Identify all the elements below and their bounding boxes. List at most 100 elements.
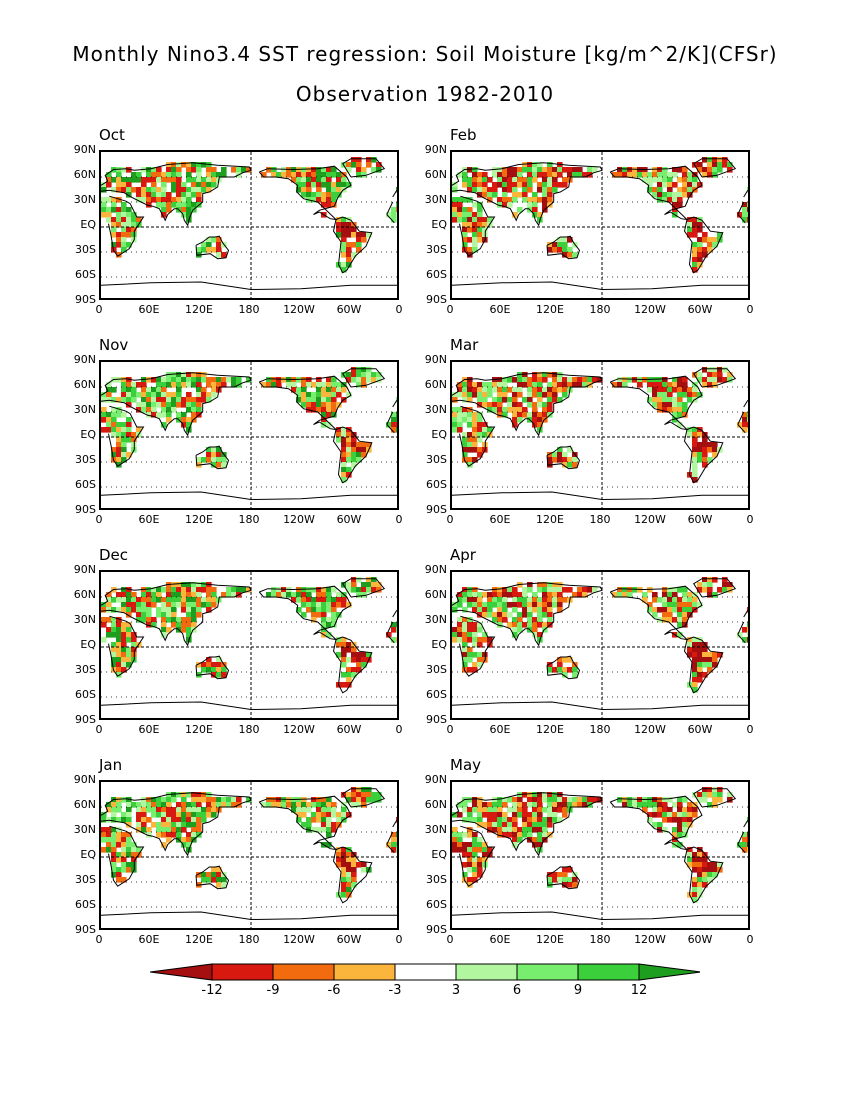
field-cell xyxy=(121,647,127,653)
field-cell xyxy=(452,837,458,843)
field-cell xyxy=(467,197,473,203)
field-cell xyxy=(517,382,523,388)
field-cell xyxy=(206,242,212,248)
field-cell xyxy=(331,187,337,193)
field-cell xyxy=(712,662,718,668)
field-cell xyxy=(487,812,493,818)
field-cell xyxy=(201,667,207,673)
field-cell xyxy=(196,457,202,463)
field-cell xyxy=(116,632,122,638)
field-cell xyxy=(341,252,347,258)
lat-tick-label: 90N xyxy=(424,143,447,156)
field-cell xyxy=(457,847,463,853)
field-cell xyxy=(161,402,167,408)
field-cell xyxy=(146,177,152,183)
field-cell xyxy=(351,452,357,458)
field-cell xyxy=(532,632,538,638)
lat-tick-label: 60S xyxy=(75,898,96,911)
field-cell xyxy=(166,822,172,828)
field-cell xyxy=(141,812,147,818)
field-cell xyxy=(467,387,473,393)
field-cell xyxy=(522,412,528,418)
field-cell xyxy=(747,607,748,613)
field-cell xyxy=(487,217,493,223)
field-cell xyxy=(226,377,232,383)
field-cell xyxy=(647,187,653,193)
field-cell xyxy=(572,377,578,383)
field-cell xyxy=(492,817,498,823)
field-cell xyxy=(517,612,523,618)
field-cell xyxy=(206,872,212,878)
field-cell xyxy=(181,182,187,188)
field-cell xyxy=(492,602,498,608)
field-cell xyxy=(537,802,543,808)
field-cell xyxy=(532,622,538,628)
field-cell xyxy=(647,802,653,808)
field-cell xyxy=(231,592,237,598)
field-cell xyxy=(647,607,653,613)
field-cell xyxy=(171,402,177,408)
field-cell xyxy=(131,437,137,443)
field-cell xyxy=(341,657,347,663)
field-cell xyxy=(351,162,357,168)
field-cell xyxy=(562,457,568,463)
field-cell xyxy=(702,857,708,863)
field-cell xyxy=(191,622,197,628)
field-cell xyxy=(356,577,362,583)
field-cell xyxy=(326,397,332,403)
field-cell xyxy=(747,412,748,418)
field-cell xyxy=(462,177,468,183)
field-cell xyxy=(231,377,237,383)
field-cell xyxy=(126,382,132,388)
field-cell xyxy=(121,432,127,438)
field-cell xyxy=(206,662,212,668)
lon-tick-label: 0 xyxy=(395,513,403,526)
field-cell xyxy=(507,832,513,838)
field-cell xyxy=(532,402,538,408)
field-cell xyxy=(522,592,528,598)
field-cell xyxy=(101,832,107,838)
field-cell xyxy=(502,397,508,403)
field-cell xyxy=(517,617,523,623)
field-cell xyxy=(467,457,473,463)
field-cell xyxy=(116,412,122,418)
field-cell xyxy=(196,822,202,828)
field-cell xyxy=(201,597,207,603)
field-cell xyxy=(186,402,192,408)
field-cell xyxy=(522,162,528,168)
field-cell xyxy=(697,867,703,873)
lat-tick-label: 90S xyxy=(75,713,96,726)
field-cell xyxy=(672,387,678,393)
field-cell xyxy=(462,182,468,188)
field-cell xyxy=(186,607,192,613)
field-cell xyxy=(116,182,122,188)
field-cell xyxy=(341,457,347,463)
field-cell xyxy=(351,372,357,378)
field-cell xyxy=(492,382,498,388)
field-cell xyxy=(487,822,493,828)
field-cell xyxy=(542,587,548,593)
field-cell xyxy=(692,867,698,873)
field-cell xyxy=(622,172,628,178)
field-cell xyxy=(126,587,132,593)
lon-tick-label: 60W xyxy=(336,723,362,736)
field-cell xyxy=(111,642,117,648)
lon-tick-label: 60W xyxy=(336,933,362,946)
field-cell xyxy=(341,862,347,868)
field-cell xyxy=(161,602,167,608)
field-cell xyxy=(567,587,573,593)
field-cell xyxy=(507,177,513,183)
coastline xyxy=(609,585,703,641)
colorbar-segment xyxy=(333,963,396,981)
field-cell xyxy=(181,592,187,598)
field-cell xyxy=(101,602,107,608)
lon-tick-label: 120E xyxy=(185,723,213,736)
field-cell xyxy=(707,577,713,583)
field-cell xyxy=(677,597,683,603)
field-cell xyxy=(657,172,663,178)
field-cell xyxy=(211,602,217,608)
field-cell xyxy=(161,632,167,638)
field-cell xyxy=(532,812,538,818)
field-cell xyxy=(126,812,132,818)
field-cell xyxy=(341,892,347,898)
